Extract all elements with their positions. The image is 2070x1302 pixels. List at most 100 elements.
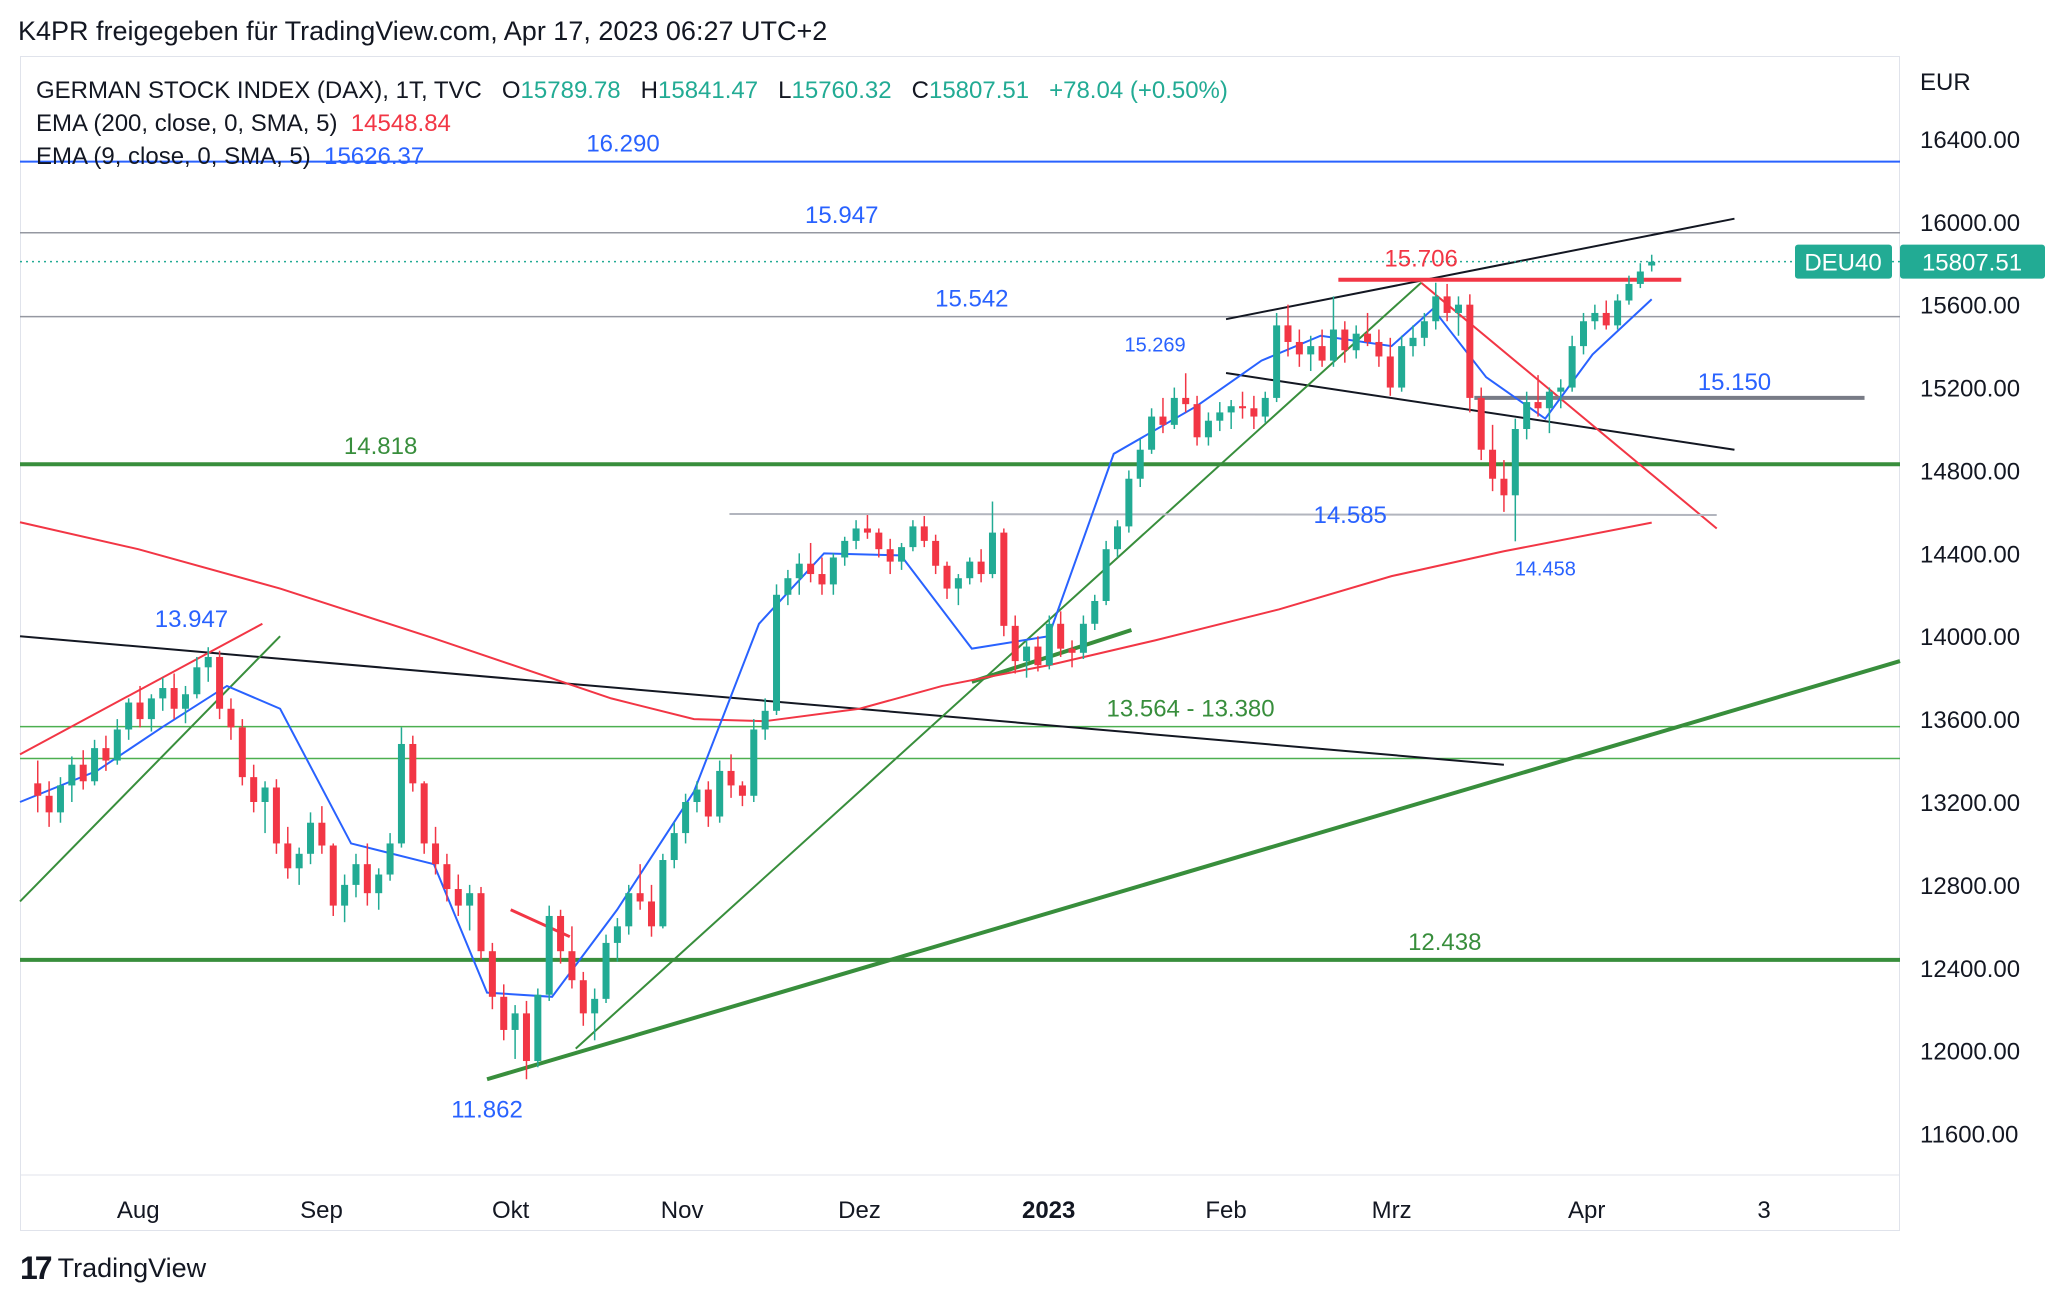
candle-body bbox=[204, 656, 212, 668]
y-tick-label: 14400.00 bbox=[1920, 541, 2020, 568]
candle-body bbox=[261, 787, 269, 802]
trendline bbox=[19, 622, 263, 756]
price-annotation: 14.458 bbox=[1515, 558, 1576, 580]
candle-body bbox=[1079, 623, 1087, 653]
candle-body bbox=[432, 843, 440, 865]
legend-high: 15841.47 bbox=[658, 77, 759, 104]
candle-body bbox=[522, 1013, 530, 1062]
candle-body bbox=[943, 565, 951, 589]
legend-close-label: C bbox=[911, 77, 929, 104]
candle-body bbox=[1307, 346, 1315, 355]
candle-body bbox=[1125, 478, 1133, 527]
y-tick-label: 12000.00 bbox=[1920, 1039, 2020, 1066]
candle-body bbox=[1045, 623, 1053, 666]
y-axis-currency: EUR bbox=[1920, 69, 1971, 96]
candle-body bbox=[1545, 391, 1553, 409]
candle-body bbox=[784, 578, 792, 595]
x-tick-label: Dez bbox=[838, 1197, 881, 1224]
ema9-line bbox=[19, 298, 1653, 998]
candle-body bbox=[477, 893, 485, 952]
candle-body bbox=[386, 843, 394, 875]
candle-body bbox=[1443, 296, 1451, 313]
y-tick-label: 12800.00 bbox=[1920, 873, 2020, 900]
candle-body bbox=[738, 785, 746, 796]
candle-body bbox=[977, 561, 985, 575]
symbol-tag: DEU40 bbox=[1804, 250, 1881, 277]
candle-body bbox=[193, 667, 201, 695]
trendline bbox=[19, 635, 281, 903]
candle-body bbox=[318, 822, 326, 846]
candle-body bbox=[1557, 387, 1565, 392]
candle-body bbox=[295, 853, 303, 869]
candle-body bbox=[1625, 283, 1633, 301]
level-label: 14.818 bbox=[344, 433, 417, 460]
candle-body bbox=[1648, 261, 1656, 266]
y-tick-label: 16400.00 bbox=[1920, 127, 2020, 154]
y-tick-label: 15200.00 bbox=[1920, 376, 2020, 403]
candle-body bbox=[1341, 329, 1349, 351]
candle-body bbox=[613, 926, 621, 943]
candle-body bbox=[1239, 406, 1247, 409]
candle-body bbox=[1454, 304, 1462, 313]
candle-body bbox=[170, 688, 178, 709]
candle-body bbox=[1250, 408, 1258, 417]
candle-body bbox=[1352, 333, 1360, 351]
x-tick-label: Mrz bbox=[1372, 1197, 1412, 1224]
candle-body bbox=[852, 528, 860, 541]
candle-body bbox=[625, 893, 633, 927]
candle-body bbox=[954, 578, 962, 589]
candle-body bbox=[750, 729, 758, 796]
candle-body bbox=[1318, 346, 1326, 361]
candle-body bbox=[795, 563, 803, 579]
candle-body bbox=[1398, 346, 1406, 388]
legend-open: 15789.78 bbox=[520, 77, 621, 104]
trendline bbox=[486, 659, 1901, 1082]
trendline bbox=[729, 512, 1717, 516]
level-label: 15.947 bbox=[805, 202, 878, 229]
candle-body bbox=[307, 822, 315, 854]
candle-body bbox=[1057, 623, 1065, 649]
footer: 17 TradingView bbox=[20, 1250, 206, 1287]
candle-body bbox=[1375, 341, 1383, 357]
candle-body bbox=[45, 795, 53, 813]
candle-body bbox=[1500, 478, 1508, 496]
level-label: 16.290 bbox=[586, 131, 659, 158]
legend-low-label: L bbox=[778, 77, 792, 104]
candle-body bbox=[716, 770, 724, 817]
candle-body bbox=[284, 843, 292, 869]
candle-body bbox=[966, 561, 974, 579]
y-tick-label: 15600.00 bbox=[1920, 293, 2020, 320]
candle-body bbox=[1193, 404, 1201, 438]
trendline bbox=[19, 635, 1504, 766]
x-tick-label: Apr bbox=[1568, 1197, 1605, 1224]
candle-body bbox=[1068, 648, 1076, 653]
candle-body bbox=[1477, 397, 1485, 450]
y-tick-label: 14800.00 bbox=[1920, 458, 2020, 485]
candle-body bbox=[250, 777, 258, 802]
candle-body bbox=[1227, 406, 1235, 413]
candle-body bbox=[216, 656, 224, 709]
candle-body bbox=[557, 915, 565, 952]
candle-body bbox=[761, 710, 769, 730]
candle-body bbox=[1614, 300, 1622, 326]
y-tick-label: 16000.00 bbox=[1920, 210, 2020, 237]
candle-body bbox=[363, 864, 371, 894]
candle-body bbox=[1170, 397, 1178, 425]
price-annotation: 15.269 bbox=[1125, 334, 1186, 356]
candle-body bbox=[886, 549, 894, 562]
candle-body bbox=[1591, 312, 1599, 322]
candle-body bbox=[1204, 420, 1212, 438]
y-tick-label: 11600.00 bbox=[1920, 1122, 2018, 1149]
candle-body bbox=[1261, 397, 1269, 417]
candle-body bbox=[420, 783, 428, 844]
legend-symbol: GERMAN STOCK INDEX (DAX), 1T, TVC bbox=[36, 77, 482, 104]
trendline bbox=[1420, 281, 1718, 530]
footer-brand: TradingView bbox=[57, 1253, 207, 1283]
symbol-tag-bg bbox=[1795, 244, 1892, 279]
last-price-tag-bg bbox=[1900, 244, 2045, 279]
candle-body bbox=[1102, 549, 1110, 601]
candle-body bbox=[102, 748, 110, 761]
candle-body bbox=[1182, 397, 1190, 405]
y-tick-label: 14000.00 bbox=[1920, 624, 2020, 651]
